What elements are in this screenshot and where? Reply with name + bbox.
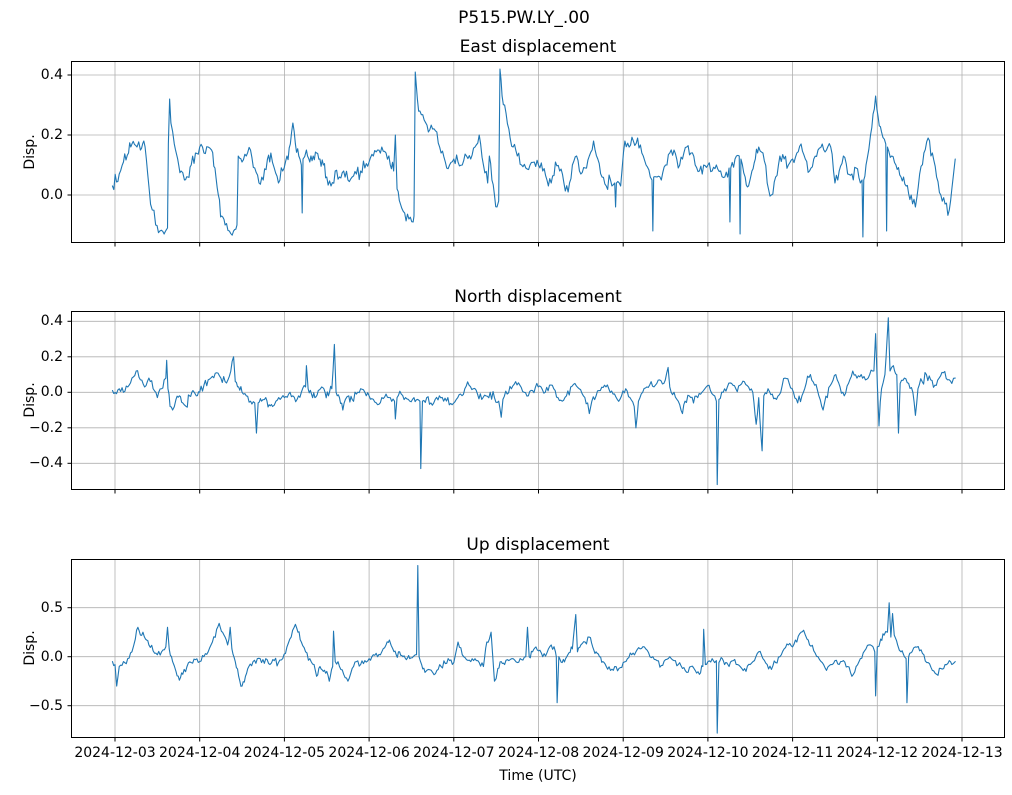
x-tick-label: 2024-12-07 bbox=[413, 745, 495, 761]
y-tick-label: 0.0 bbox=[40, 384, 63, 401]
x-tick-label: 2024-12-11 bbox=[751, 745, 834, 761]
figure-title: P515.PW.LY_.00 bbox=[458, 8, 590, 28]
x-tick-label: 2024-12-13 bbox=[921, 745, 1003, 761]
axes-north-displacement bbox=[67, 311, 1005, 494]
axes-frame bbox=[71, 311, 1005, 490]
x-tick-label: 2024-12-04 bbox=[159, 745, 241, 761]
y-tick-label: 0.2 bbox=[40, 348, 63, 365]
y-tick-label: 0.4 bbox=[40, 313, 63, 330]
x-tick-label: 2024-12-08 bbox=[497, 745, 580, 761]
y-tick-label: −0.4 bbox=[29, 455, 63, 472]
x-tick-label: 2024-12-09 bbox=[582, 745, 664, 761]
x-tick-label: 2024-12-05 bbox=[243, 745, 326, 761]
y-tick-label: 0.0 bbox=[40, 187, 63, 203]
x-axis-label: Time (UTC) bbox=[499, 768, 577, 784]
x-tick-label: 2024-12-06 bbox=[328, 745, 410, 761]
y-tick-label: −0.2 bbox=[29, 419, 63, 436]
y-tick-label: 0.2 bbox=[40, 127, 63, 143]
x-tick-label: 2024-12-12 bbox=[836, 745, 918, 761]
axes-east-displacement bbox=[67, 61, 1005, 247]
y-tick-label: 0.0 bbox=[40, 648, 63, 665]
subplot-title-north: North displacement bbox=[454, 287, 622, 307]
subplot-title-east: East displacement bbox=[459, 37, 617, 57]
y-tick-label: −0.5 bbox=[29, 697, 63, 714]
y-tick-label: 0.5 bbox=[40, 599, 63, 616]
x-tick-label: 2024-12-10 bbox=[667, 745, 749, 761]
subplot-title-up: Up displacement bbox=[466, 535, 610, 555]
axes-up-displacement bbox=[67, 559, 1005, 742]
displacement-trace bbox=[111, 317, 956, 486]
axes-frame bbox=[71, 559, 1005, 738]
displacement-trace bbox=[111, 68, 956, 238]
axes-frame bbox=[71, 61, 1005, 243]
displacement-trace bbox=[111, 565, 956, 734]
y-tick-label: 0.4 bbox=[40, 67, 63, 83]
x-tick-label: 2024-12-03 bbox=[74, 745, 156, 761]
